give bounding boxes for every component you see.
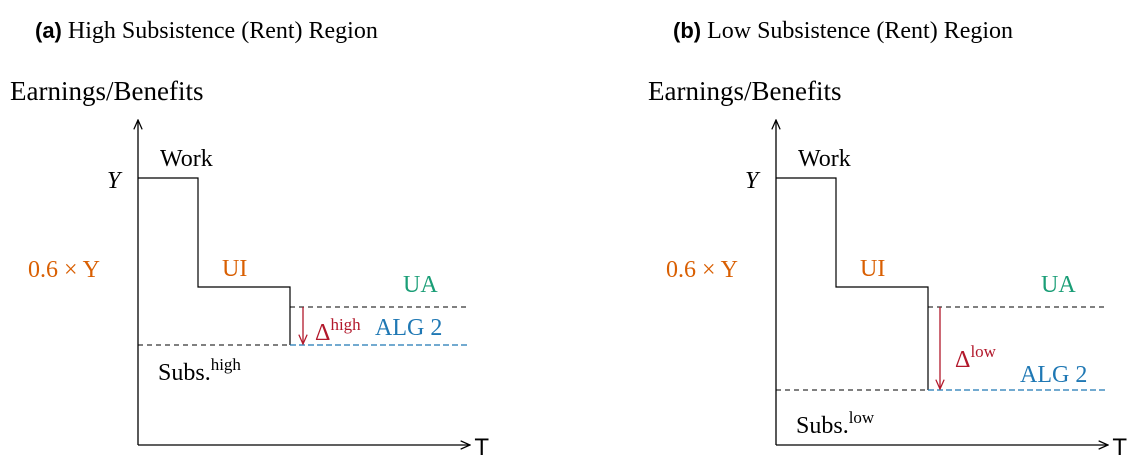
panel: (a) High Subsistence (Rent) Region Earning…: [10, 18, 489, 460]
subs-superscript: high: [211, 355, 242, 374]
caption-label: (b): [673, 18, 701, 43]
subs-label: Subs.high: [158, 355, 241, 386]
ua-label: UA: [403, 272, 438, 298]
delta-superscript: low: [970, 342, 996, 361]
caption-label: (a): [35, 18, 62, 43]
y-axis-label: Earnings/Benefits: [10, 76, 203, 106]
x-axis-label: T: [1112, 436, 1127, 460]
x-axis-label: T: [474, 436, 489, 460]
alg2-label: ALG 2: [375, 315, 442, 341]
y-level-label: Y: [745, 168, 761, 194]
y-axis-label: Earnings/Benefits: [648, 76, 841, 106]
panel: (b) Low Subsistence (Rent) Region Earnings…: [648, 18, 1127, 460]
subs-text: Subs.: [158, 360, 211, 386]
delta-symbol: Δ: [955, 347, 970, 373]
ui-label: UI: [222, 256, 247, 282]
caption: (a) High Subsistence (Rent) Region: [35, 18, 378, 44]
y-level-label: Y: [107, 168, 123, 194]
ui-level-label: 0.6 × Y: [666, 257, 738, 283]
delta-label: Δhigh: [315, 315, 361, 346]
alg2-label: ALG 2: [1020, 362, 1087, 388]
delta-symbol: Δ: [315, 320, 330, 346]
benefit-path: [776, 177, 929, 390]
caption-text: High Subsistence (Rent) Region: [68, 18, 378, 44]
caption: (b) Low Subsistence (Rent) Region: [673, 18, 1013, 44]
benefit-path: [138, 177, 291, 345]
work-label: Work: [798, 146, 851, 172]
ua-label: UA: [1041, 272, 1076, 298]
ui-label: UI: [860, 256, 885, 282]
ui-level-label: 0.6 × Y: [28, 257, 100, 283]
caption-text: Low Subsistence (Rent) Region: [707, 18, 1013, 44]
subs-label: Subs.low: [796, 408, 875, 439]
delta-label: Δlow: [955, 342, 997, 373]
subs-text: Subs.: [796, 413, 849, 439]
subs-superscript: low: [849, 408, 875, 427]
work-label: Work: [160, 146, 213, 172]
delta-superscript: high: [330, 315, 361, 334]
